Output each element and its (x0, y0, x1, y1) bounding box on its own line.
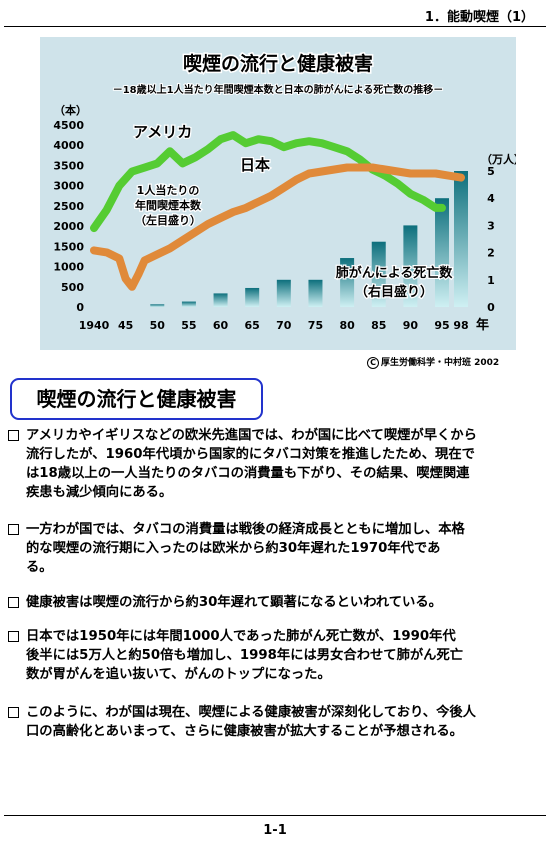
y-left-tick-label: 3500 (53, 159, 84, 172)
x-tick-label: 80 (339, 319, 355, 332)
y-right-tick-label: 0 (487, 301, 495, 314)
y-left-tick-label: 1500 (53, 240, 84, 253)
death-note-2: （右目盛り） (355, 284, 433, 300)
checkbox-icon (8, 707, 19, 718)
death-bar (245, 287, 260, 307)
y-right-tick-label: 4 (487, 192, 495, 205)
x-tick-label: 95 (434, 319, 449, 332)
bullet-line: は18歳以上の一人当たりのタバコの消費量も下がり、その結果、喫煙関連 (26, 466, 470, 481)
x-tick-label: 55 (181, 319, 196, 332)
x-tick-label: 75 (308, 319, 323, 332)
chart-title: 喫煙の流行と健康被害 (183, 52, 373, 75)
axis-ticks: 0 500 1000 1500 2000 2500 3000 3500 4000 4500 0 1 2 3… (53, 119, 495, 332)
y-left-tick-label: 1000 (53, 261, 84, 274)
cig-note-1: 1人当たりの (137, 183, 200, 197)
cigarette-lines (90, 131, 465, 291)
bullet-line: 一方わが国では、タバコの消費量は戦後の経済成長とともに増加し、本格 (26, 522, 465, 537)
x-tick-label: 85 (371, 319, 386, 332)
checkbox-icon (8, 631, 19, 642)
death-note-1: 肺がんによる死亡数 (336, 265, 454, 281)
death-bar (213, 293, 228, 307)
bullet-line: 的な喫煙の流行期に入ったのは欧米から約30年遅れた1970年代であ (26, 541, 441, 556)
chart-subtitle: －18歳以上1人当たり年間喫煙本数と日本の肺がんによる死亡数の推移－ (113, 83, 444, 96)
death-bar (150, 304, 165, 307)
x-tick-label: 90 (403, 319, 419, 332)
section-title: 喫煙の流行と健康被害 (10, 378, 263, 420)
x-tick-label: 70 (276, 319, 292, 332)
copyright-icon: C (367, 357, 379, 369)
x-tick-label: 50 (150, 319, 166, 332)
death-bar (308, 279, 323, 307)
bullet-line: このように、わが国は現在、喫煙による健康被害が深刻化しており、今後人 (26, 705, 476, 720)
bullet-item: このように、わが国は現在、喫煙による健康被害が深刻化しており、今後人 口の高齢化と… (8, 703, 540, 741)
cig-note-2: 年間喫煙本数 (135, 198, 202, 212)
chart-svg: 喫煙の流行と健康被害 －18歳以上1人当たり年間喫煙本数と日本の肺がんによる死亡… (53, 51, 516, 334)
y-right-tick-label: 5 (487, 165, 495, 178)
header-rule (4, 26, 546, 27)
bullet-line: 数が胃がんを追い抜いて、がんのトップになった。 (26, 667, 331, 682)
y-right-tick-label: 3 (487, 219, 495, 232)
x-tick-label: 45 (118, 319, 133, 332)
death-bar (340, 258, 355, 307)
bullet-item: 一方わが国では、タバコの消費量は戦後の経済成長とともに増加し、本格 的な喫煙の流行… (8, 520, 540, 577)
chart-figure: 喫煙の流行と健康被害 －18歳以上1人当たり年間喫煙本数と日本の肺がんによる死亡… (40, 37, 516, 350)
death-bar (435, 198, 450, 307)
series-label-japan: 日本 (240, 156, 270, 174)
source-credit: C 厚生労働科学・中村班 2002 (367, 355, 499, 369)
death-bar (371, 241, 386, 307)
y-right-tick-label: 1 (487, 274, 495, 287)
cig-note-3: （左目盛り） (135, 213, 201, 227)
death-bar (403, 225, 418, 307)
death-bars (150, 171, 468, 307)
bullet-line: 流行したが、1960年代頃から国家的にタバコ対策を推進したため、現在で (26, 447, 475, 462)
bullet-item: 健康被害は喫煙の流行から約30年遅れて顕著になるといわれている。 (8, 593, 540, 612)
japan-series-line (90, 163, 465, 291)
y-right-tick-label: 2 (487, 247, 495, 260)
page-number: 1-1 (263, 823, 287, 838)
bullet-item: 日本では1950年には年間1000人であった肺がん死亡数が、1990年代 後半には… (8, 627, 540, 684)
usa-series-line (90, 131, 446, 233)
x-tick-label: 60 (213, 319, 229, 332)
y-left-tick-label: 4000 (53, 139, 84, 152)
checkbox-icon (8, 524, 19, 535)
credit-text: 厚生労働科学・中村班 2002 (381, 358, 500, 368)
bullet-line: 健康被害は喫煙の流行から約30年遅れて顕著になるといわれている。 (26, 595, 442, 610)
y-left-tick-label: 4500 (53, 119, 84, 132)
bullet-line: 口の高齢化とあいまって、さらに健康被害が拡大することが予想される。 (26, 724, 463, 739)
death-bar (276, 279, 291, 307)
x-tick-label: 98 (453, 319, 468, 332)
death-bar (454, 171, 468, 307)
checkbox-icon (8, 597, 19, 608)
bullet-line: 日本では1950年には年間1000人であった肺がん死亡数が、1990年代 (26, 629, 456, 644)
death-bar (181, 301, 196, 307)
x-axis-unit: 年 (476, 317, 489, 333)
y-left-tick-label: 500 (61, 281, 84, 294)
y-left-tick-label: 2000 (53, 220, 84, 233)
bullet-line: 後半には5万人と約50倍も増加し、1998年には男女合わせて肺がん死亡 (26, 648, 464, 663)
y-left-tick-label: 3000 (53, 180, 84, 193)
x-tick-label: 1940 (79, 319, 110, 332)
bullet-item: アメリカやイギリスなどの欧米先進国では、わが国に比べて喫煙が早くから 流行したが、… (8, 426, 540, 502)
x-tick-label: 65 (245, 319, 260, 332)
footer-rule (4, 815, 546, 816)
left-axis-unit: （本） (54, 103, 87, 117)
bullet-line: 疾患も減少傾向にある。 (26, 485, 173, 500)
checkbox-icon (8, 430, 19, 441)
right-axis-unit: （万人） (481, 152, 516, 166)
running-header: 1．能動喫煙（1） (424, 10, 534, 25)
series-label-usa: アメリカ (133, 123, 192, 141)
bullet-line: る。 (26, 560, 53, 575)
y-left-tick-label: 0 (76, 301, 84, 314)
y-left-tick-label: 2500 (53, 200, 84, 213)
bullet-line: アメリカやイギリスなどの欧米先進国では、わが国に比べて喫煙が早くから (26, 428, 477, 443)
